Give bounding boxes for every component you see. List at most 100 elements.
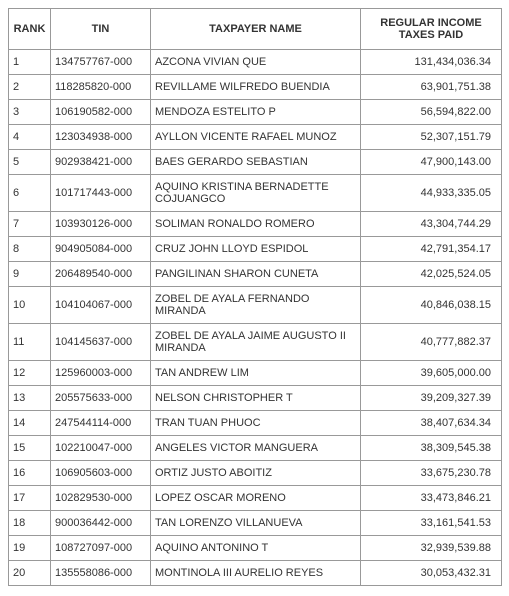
cell-rank: 1 xyxy=(9,50,51,75)
cell-tin: 205575633-000 xyxy=(51,386,151,411)
cell-tax: 33,473,846.21 xyxy=(361,486,502,511)
table-row: 8904905084-000CRUZ JOHN LLOYD ESPIDOL42,… xyxy=(9,237,502,262)
cell-rank: 18 xyxy=(9,511,51,536)
cell-name: MENDOZA ESTELITO P xyxy=(151,100,361,125)
table-row: 20135558086-000MONTINOLA III AURELIO REY… xyxy=(9,561,502,586)
cell-rank: 19 xyxy=(9,536,51,561)
cell-tax: 38,309,545.38 xyxy=(361,436,502,461)
cell-name: NELSON CHRISTOPHER T xyxy=(151,386,361,411)
table-row: 1134757767-000AZCONA VIVIAN QUE131,434,0… xyxy=(9,50,502,75)
cell-name: CRUZ JOHN LLOYD ESPIDOL xyxy=(151,237,361,262)
col-header-rank: RANK xyxy=(9,9,51,50)
cell-rank: 11 xyxy=(9,324,51,361)
cell-name: AQUINO KRISTINA BERNADETTE COJUANGCO xyxy=(151,175,361,212)
cell-name: PANGILINAN SHARON CUNETA xyxy=(151,262,361,287)
cell-rank: 10 xyxy=(9,287,51,324)
cell-rank: 20 xyxy=(9,561,51,586)
cell-tin: 902938421-000 xyxy=(51,150,151,175)
cell-rank: 2 xyxy=(9,75,51,100)
table-row: 16106905603-000ORTIZ JUSTO ABOITIZ33,675… xyxy=(9,461,502,486)
cell-tin: 900036442-000 xyxy=(51,511,151,536)
cell-tax: 30,053,432.31 xyxy=(361,561,502,586)
cell-name: AYLLON VICENTE RAFAEL MUNOZ xyxy=(151,125,361,150)
cell-rank: 8 xyxy=(9,237,51,262)
cell-tin: 102829530-000 xyxy=(51,486,151,511)
cell-name: MONTINOLA III AURELIO REYES xyxy=(151,561,361,586)
cell-name: ZOBEL DE AYALA FERNANDO MIRANDA xyxy=(151,287,361,324)
cell-rank: 5 xyxy=(9,150,51,175)
table-row: 2118285820-000REVILLAME WILFREDO BUENDIA… xyxy=(9,75,502,100)
cell-rank: 17 xyxy=(9,486,51,511)
cell-tax: 56,594,822.00 xyxy=(361,100,502,125)
cell-tin: 102210047-000 xyxy=(51,436,151,461)
col-header-tax: REGULAR INCOME TAXES PAID xyxy=(361,9,502,50)
table-row: 10104104067-000ZOBEL DE AYALA FERNANDO M… xyxy=(9,287,502,324)
cell-tax: 47,900,143.00 xyxy=(361,150,502,175)
table-row: 12125960003-000TAN ANDREW LIM39,605,000.… xyxy=(9,361,502,386)
cell-rank: 3 xyxy=(9,100,51,125)
cell-tin: 104104067-000 xyxy=(51,287,151,324)
cell-tin: 134757767-000 xyxy=(51,50,151,75)
cell-name: LOPEZ OSCAR MORENO xyxy=(151,486,361,511)
cell-tin: 904905084-000 xyxy=(51,237,151,262)
cell-rank: 7 xyxy=(9,212,51,237)
cell-tin: 206489540-000 xyxy=(51,262,151,287)
cell-rank: 6 xyxy=(9,175,51,212)
cell-rank: 14 xyxy=(9,411,51,436)
col-header-name: TAXPAYER NAME xyxy=(151,9,361,50)
cell-rank: 9 xyxy=(9,262,51,287)
table-row: 3106190582-000MENDOZA ESTELITO P56,594,8… xyxy=(9,100,502,125)
cell-tax: 40,846,038.15 xyxy=(361,287,502,324)
cell-name: TAN LORENZO VILLANUEVA xyxy=(151,511,361,536)
table-row: 19108727097-000AQUINO ANTONINO T32,939,5… xyxy=(9,536,502,561)
cell-name: ANGELES VICTOR MANGUERA xyxy=(151,436,361,461)
table-row: 7103930126-000SOLIMAN RONALDO ROMERO43,3… xyxy=(9,212,502,237)
cell-rank: 12 xyxy=(9,361,51,386)
table-row: 9206489540-000PANGILINAN SHARON CUNETA42… xyxy=(9,262,502,287)
cell-name: TAN ANDREW LIM xyxy=(151,361,361,386)
cell-tax: 32,939,539.88 xyxy=(361,536,502,561)
cell-tin: 247544114-000 xyxy=(51,411,151,436)
cell-tin: 106905603-000 xyxy=(51,461,151,486)
cell-rank: 4 xyxy=(9,125,51,150)
cell-tin: 118285820-000 xyxy=(51,75,151,100)
cell-name: TRAN TUAN PHUOC xyxy=(151,411,361,436)
cell-name: BAES GERARDO SEBASTIAN xyxy=(151,150,361,175)
cell-tax: 40,777,882.37 xyxy=(361,324,502,361)
cell-name: REVILLAME WILFREDO BUENDIA xyxy=(151,75,361,100)
table-row: 15102210047-000ANGELES VICTOR MANGUERA38… xyxy=(9,436,502,461)
cell-tin: 106190582-000 xyxy=(51,100,151,125)
table-row: 14247544114-000TRAN TUAN PHUOC38,407,634… xyxy=(9,411,502,436)
table-header: RANK TIN TAXPAYER NAME REGULAR INCOME TA… xyxy=(9,9,502,50)
cell-tax: 38,407,634.34 xyxy=(361,411,502,436)
cell-tax: 39,605,000.00 xyxy=(361,361,502,386)
cell-rank: 15 xyxy=(9,436,51,461)
cell-name: SOLIMAN RONALDO ROMERO xyxy=(151,212,361,237)
cell-tax: 33,161,541.53 xyxy=(361,511,502,536)
table-row: 13205575633-000NELSON CHRISTOPHER T39,20… xyxy=(9,386,502,411)
cell-tax: 63,901,751.38 xyxy=(361,75,502,100)
cell-tin: 108727097-000 xyxy=(51,536,151,561)
cell-tin: 103930126-000 xyxy=(51,212,151,237)
table-row: 6101717443-000AQUINO KRISTINA BERNADETTE… xyxy=(9,175,502,212)
taxpayer-table: RANK TIN TAXPAYER NAME REGULAR INCOME TA… xyxy=(8,8,502,586)
cell-tax: 39,209,327.39 xyxy=(361,386,502,411)
table-row: 18900036442-000TAN LORENZO VILLANUEVA33,… xyxy=(9,511,502,536)
table-row: 11104145637-000ZOBEL DE AYALA JAIME AUGU… xyxy=(9,324,502,361)
cell-tax: 33,675,230.78 xyxy=(361,461,502,486)
cell-name: AZCONA VIVIAN QUE xyxy=(151,50,361,75)
cell-tin: 125960003-000 xyxy=(51,361,151,386)
cell-tax: 42,791,354.17 xyxy=(361,237,502,262)
cell-tax: 44,933,335.05 xyxy=(361,175,502,212)
cell-name: ORTIZ JUSTO ABOITIZ xyxy=(151,461,361,486)
cell-tax: 43,304,744.29 xyxy=(361,212,502,237)
cell-tax: 131,434,036.34 xyxy=(361,50,502,75)
cell-tin: 135558086-000 xyxy=(51,561,151,586)
cell-name: ZOBEL DE AYALA JAIME AUGUSTO II MIRANDA xyxy=(151,324,361,361)
cell-rank: 16 xyxy=(9,461,51,486)
cell-tin: 123034938-000 xyxy=(51,125,151,150)
cell-tin: 104145637-000 xyxy=(51,324,151,361)
cell-tax: 42,025,524.05 xyxy=(361,262,502,287)
col-header-tin: TIN xyxy=(51,9,151,50)
table-row: 5902938421-000BAES GERARDO SEBASTIAN47,9… xyxy=(9,150,502,175)
